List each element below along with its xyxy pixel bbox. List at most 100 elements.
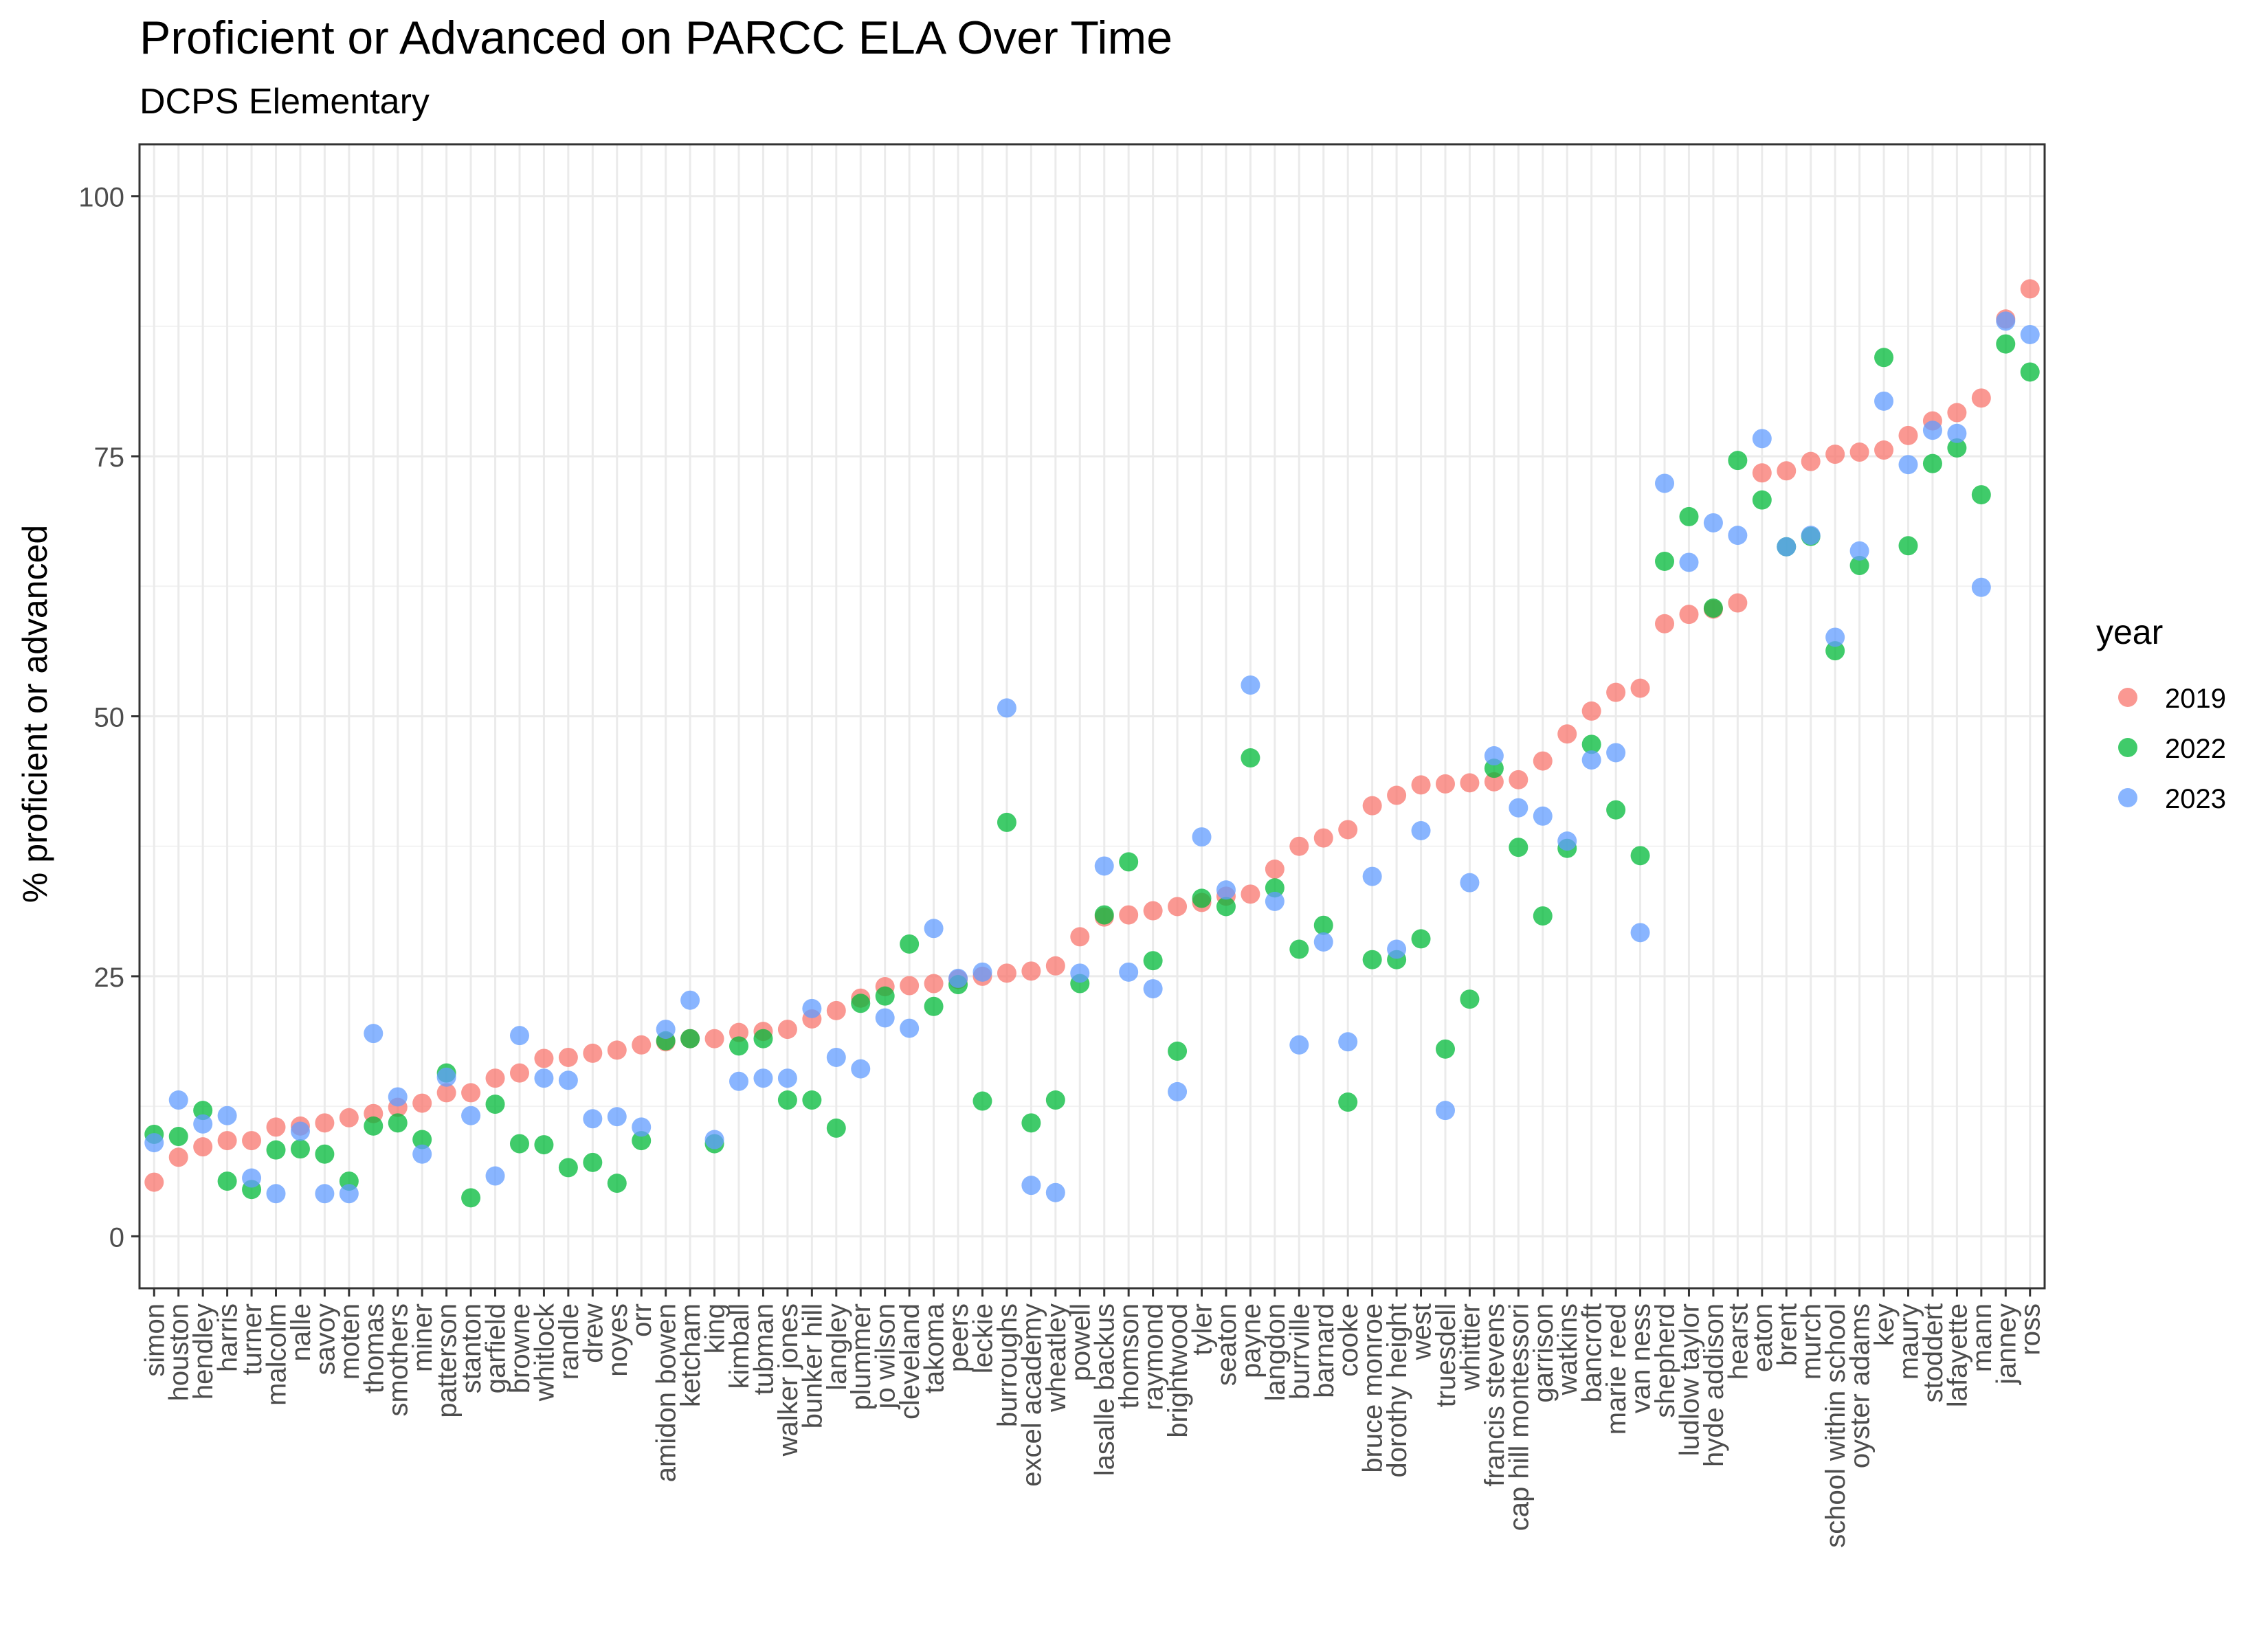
x-tick-label: mann: [1967, 1303, 1997, 1372]
point-2023-langdon: [1265, 891, 1285, 911]
chart-title: Proficient or Advanced on PARCC ELA Over…: [140, 12, 1172, 64]
point-2023-thomas: [364, 1024, 383, 1044]
point-2023-kimball: [729, 1071, 749, 1091]
point-2022-raymond: [1143, 951, 1163, 971]
point-2022-burroughs: [997, 812, 1016, 832]
point-2023-whittier: [1460, 873, 1480, 893]
x-tick-label: barnard: [1309, 1303, 1339, 1398]
point-2023-mann: [1971, 577, 1991, 597]
x-tick-label: janney: [1991, 1303, 2021, 1385]
point-2023-leckie: [972, 962, 992, 982]
point-2022-cleveland: [900, 934, 920, 954]
point-2019-walker-jones: [777, 1020, 797, 1040]
x-tick-label: stoddert: [1918, 1303, 1948, 1403]
point-2019-maury: [1898, 425, 1918, 445]
y-tick-label: 0: [109, 1222, 124, 1253]
point-2023-burroughs: [997, 698, 1016, 718]
point-2022-thomson: [1119, 852, 1139, 872]
point-2023-king: [704, 1130, 724, 1149]
x-tick-label: ketcham: [676, 1303, 706, 1407]
point-2023-powell: [1070, 963, 1090, 983]
point-2023-tyler: [1192, 827, 1212, 847]
x-tick-label: king: [700, 1303, 731, 1354]
point-2023-key: [1874, 391, 1894, 411]
point-2019-cleveland: [900, 976, 920, 996]
point-2022-kimball: [729, 1036, 749, 1056]
x-tick-label: miner: [408, 1303, 438, 1372]
point-2019-simon: [144, 1172, 164, 1192]
point-2019-langley: [826, 1000, 846, 1020]
point-2023-school-within-school: [1825, 627, 1845, 647]
y-axis-label: % proficient or advanced: [16, 525, 54, 903]
point-2023-brent: [1777, 537, 1797, 557]
point-2023-noyes: [607, 1107, 627, 1127]
point-2022-marie-reed: [1606, 800, 1626, 820]
point-2022-brightwood: [1168, 1041, 1188, 1061]
x-tick-label: garfield: [481, 1303, 511, 1393]
point-2019-brightwood: [1168, 897, 1188, 917]
x-tick-label: kimball: [724, 1303, 755, 1389]
point-2023-brightwood: [1168, 1081, 1188, 1101]
point-2019-noyes: [607, 1040, 627, 1060]
point-2022-browne: [509, 1134, 529, 1154]
point-2022-hearst: [1728, 451, 1748, 471]
x-tick-label: moten: [335, 1303, 365, 1380]
point-2022-plummer: [851, 994, 871, 1013]
point-2019-hearst: [1728, 593, 1748, 613]
x-tick-label: watkins: [1553, 1303, 1583, 1395]
point-2023-savoy: [315, 1184, 335, 1204]
point-2022-randle: [558, 1158, 578, 1178]
point-2022-smothers: [388, 1113, 408, 1133]
x-tick-label: thomson: [1114, 1303, 1144, 1409]
x-tick-label: thomas: [359, 1303, 389, 1393]
point-2023-randle: [558, 1070, 578, 1090]
point-2019-randle: [558, 1047, 578, 1067]
point-2019-kimball: [729, 1022, 749, 1042]
x-tick-label: plummer: [846, 1303, 876, 1411]
point-2023-raymond: [1143, 979, 1163, 999]
x-tick-label: browne: [505, 1303, 535, 1393]
x-tick-label: smothers: [383, 1303, 414, 1417]
x-tick-label: key: [1869, 1303, 1900, 1346]
point-2023-moten: [339, 1184, 359, 1204]
x-tick-label: langdon: [1260, 1303, 1291, 1401]
point-2023-orr: [632, 1117, 652, 1137]
point-2022-orr: [632, 1131, 652, 1151]
x-tick-label: lasalle backus: [1090, 1303, 1120, 1476]
point-2019-garrison: [1533, 751, 1553, 771]
x-tick-label: powell: [1065, 1303, 1096, 1381]
legend-key: [2118, 788, 2137, 807]
point-2023-cooke: [1338, 1032, 1358, 1052]
point-2019-lafayette: [1947, 403, 1967, 423]
point-2019-langdon: [1265, 860, 1285, 879]
legend: year 2019 2022 2023: [2096, 613, 2226, 814]
point-2019-takoma: [924, 974, 944, 994]
legend-label: 2023: [2165, 784, 2226, 814]
point-2019-barnard: [1313, 828, 1333, 848]
point-2022-school-within-school: [1825, 641, 1845, 661]
x-tick-label: cooke: [1333, 1303, 1364, 1377]
point-2023-francis-stevens: [1484, 746, 1504, 766]
x-tick-label: brent: [1772, 1303, 1802, 1366]
x-tick-label: tyler: [1188, 1303, 1218, 1356]
point-2023-langley: [826, 1047, 846, 1067]
point-2022-lafayette: [1947, 438, 1967, 458]
legend-key: [2118, 688, 2137, 707]
x-tick-label: noyes: [603, 1303, 633, 1377]
point-2023-excel-academy: [1021, 1176, 1041, 1196]
point-2022-houston: [168, 1127, 188, 1147]
point-2022-langley: [826, 1118, 846, 1138]
point-2023-walker-jones: [777, 1068, 797, 1088]
y-tick-label: 50: [94, 703, 125, 733]
x-tick-label: hyde addison: [1699, 1303, 1729, 1467]
legend-item-2019: 2019: [2118, 684, 2226, 714]
point-2022-lasalle-backus: [1094, 905, 1114, 925]
point-2022-malcolm: [266, 1140, 286, 1160]
x-tick-label: school within school: [1821, 1303, 1851, 1548]
point-2023-shepherd: [1655, 473, 1675, 493]
point-2023-plummer: [851, 1059, 871, 1079]
point-2022-garfield: [485, 1095, 505, 1114]
legend-item-2022: 2022: [2118, 734, 2226, 764]
legend-title: year: [2096, 613, 2163, 651]
point-2019-school-within-school: [1825, 445, 1845, 464]
